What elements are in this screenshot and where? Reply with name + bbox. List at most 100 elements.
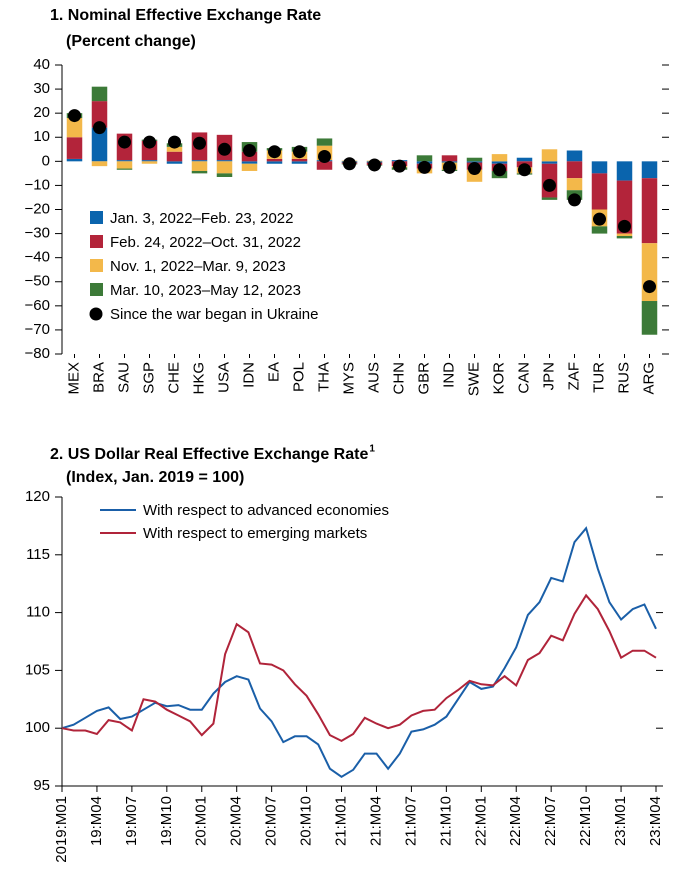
x-tick-label: POL: [290, 362, 307, 392]
bar-segment: [541, 149, 558, 162]
x-tick-label: 21:M10: [437, 796, 454, 846]
bar-segment: [266, 161, 283, 164]
x-tick-label: 21:M07: [402, 796, 419, 846]
y-tick-label: 40: [33, 56, 50, 73]
bar-segment: [191, 161, 208, 171]
y-tick-label: 110: [26, 604, 50, 621]
bar-segment: [141, 161, 158, 164]
bar-segment: [116, 161, 133, 169]
y-tick-label: −20: [25, 200, 50, 217]
bar-segment: [291, 158, 308, 162]
x-tick-label: IND: [440, 362, 457, 388]
bar-segment: [66, 158, 83, 162]
bar-segment: [116, 168, 133, 170]
dot-marker: [543, 178, 556, 192]
dot-marker: [143, 135, 156, 149]
legend-label: Nov. 1, 2022–Mar. 9, 2023: [110, 258, 286, 275]
x-tick-label: AUS: [365, 362, 382, 393]
chart-title: 2. US Dollar Real Effective Exchange Rat…: [50, 446, 368, 463]
x-tick-label: MEX: [65, 362, 82, 395]
bar-segment: [91, 127, 108, 162]
bar-segment: [641, 301, 658, 335]
bar-segment: [66, 137, 83, 159]
y-tick-label: 30: [33, 80, 50, 97]
dot-marker: [493, 163, 506, 177]
x-tick-label: 20:M10: [298, 796, 315, 846]
legend-label: Feb. 24, 2022–Oct. 31, 2022: [110, 234, 301, 251]
dot-marker: [343, 157, 356, 171]
x-tick-label: 19:M04: [88, 796, 105, 846]
bar-segment: [616, 235, 633, 239]
y-tick-label: 20: [33, 104, 50, 121]
dot-marker: [643, 280, 656, 294]
dot-marker: [268, 145, 281, 159]
dot-marker: [68, 109, 81, 123]
legend-swatch: [90, 259, 103, 272]
bar-segment: [441, 155, 458, 162]
legend-swatch: [90, 211, 103, 224]
dot-marker: [518, 163, 531, 177]
y-tick-label: 115: [26, 546, 50, 563]
x-tick-label: SGP: [140, 362, 157, 394]
x-tick-label: 19:M07: [123, 796, 140, 846]
bar-segment: [216, 173, 233, 177]
x-tick-label: RUS: [615, 362, 632, 394]
y-tick-label: −70: [25, 321, 50, 338]
dot-marker: [568, 193, 581, 207]
x-tick-label: 21:M04: [367, 796, 384, 846]
x-tick-label: 22:M10: [577, 796, 594, 846]
x-tick-label: 23:M01: [612, 796, 629, 846]
bar-segment: [591, 161, 608, 174]
legend-label: With respect to emerging markets: [143, 525, 367, 542]
legend-swatch: [90, 235, 103, 248]
bar-segment: [91, 161, 108, 167]
bar-segment: [241, 161, 258, 164]
dot-marker: [93, 121, 106, 135]
bar-segment: [466, 161, 483, 163]
y-tick-label: −30: [25, 225, 50, 242]
dot-marker: [243, 143, 256, 157]
bar-segment: [316, 138, 333, 146]
y-tick-label: −80: [25, 345, 50, 362]
x-tick-label: USA: [215, 362, 232, 393]
y-tick-label: −60: [25, 297, 50, 314]
line-series: [61, 526, 657, 778]
bar-segment: [291, 161, 308, 164]
x-tick-label: 20:M04: [228, 796, 245, 846]
x-tick-label: GBR: [415, 362, 432, 395]
legend-swatch: [90, 283, 103, 296]
bar-segment: [641, 178, 658, 244]
x-tick-label: 2019:M01: [53, 796, 70, 863]
bar-segment: [91, 101, 108, 128]
bar-segment: [166, 146, 183, 152]
x-tick-label: MYS: [340, 362, 357, 395]
bar-segment: [591, 173, 608, 210]
title-footnote-marker: 1: [369, 444, 375, 455]
x-tick-label: EA: [265, 362, 282, 382]
bar-segment: [266, 158, 283, 162]
y-tick-label: −40: [25, 249, 50, 266]
y-tick-label: 95: [33, 777, 50, 794]
bar-segment: [216, 160, 233, 162]
x-tick-label: CAN: [515, 362, 532, 394]
bar-segment: [191, 160, 208, 162]
bar-segment: [241, 163, 258, 171]
dot-marker: [593, 212, 606, 226]
dot-marker: [318, 150, 331, 164]
x-tick-label: 22:M01: [472, 796, 489, 846]
line-series: [61, 593, 657, 743]
legend-label: Jan. 3, 2022–Feb. 23, 2022: [110, 210, 293, 227]
dot-marker: [393, 159, 406, 173]
x-tick-label: IDN: [240, 362, 257, 388]
x-tick-label: CHN: [390, 362, 407, 395]
y-tick-label: −10: [25, 176, 50, 193]
x-tick-label: BRA: [90, 362, 107, 393]
x-tick-label: 22:M04: [507, 796, 524, 846]
x-tick-label: TUR: [590, 362, 607, 393]
bar-segment: [566, 178, 583, 191]
chart-title: 1. Nominal Effective Exchange Rate: [50, 7, 321, 24]
bar-segment: [641, 161, 658, 179]
x-tick-label: 21:M01: [332, 796, 349, 846]
x-tick-label: SWE: [465, 362, 482, 396]
